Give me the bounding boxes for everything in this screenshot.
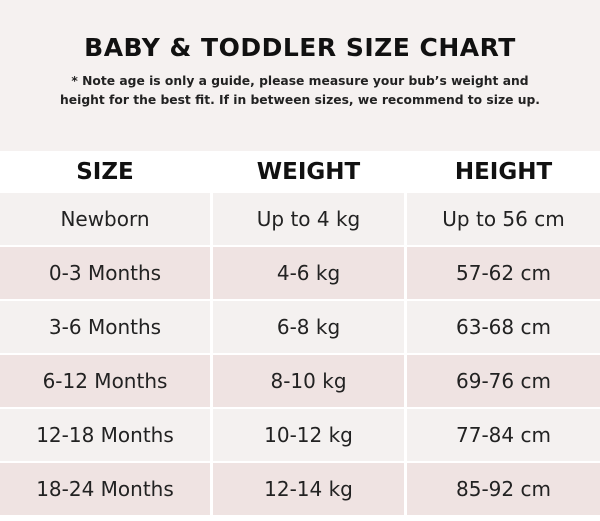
cell-height: 57-62 cm [407, 247, 600, 299]
cell-weight: Up to 4 kg [213, 193, 404, 245]
cell-height: 77-84 cm [407, 409, 600, 461]
cell-height: 63-68 cm [407, 301, 600, 353]
cell-height: 69-76 cm [407, 355, 600, 407]
cell-weight: 10-12 kg [213, 409, 404, 461]
table-row: 0-3 Months 4-6 kg 57-62 cm [0, 247, 600, 299]
cell-size: 18-24 Months [0, 463, 210, 515]
cell-size: 6-12 Months [0, 355, 210, 407]
cell-size: 12-18 Months [0, 409, 210, 461]
cell-weight: 6-8 kg [213, 301, 404, 353]
cell-weight: 4-6 kg [213, 247, 404, 299]
cell-size: 3-6 Months [0, 301, 210, 353]
header-size: SIZE [76, 159, 134, 185]
note: * Note age is only a guide, please measu… [0, 72, 600, 110]
header-height: HEIGHT [454, 159, 553, 185]
note-line-1: * Note age is only a guide, please measu… [71, 74, 529, 88]
table-row: 18-24 Months 12-14 kg 85-92 cm [0, 463, 600, 515]
cell-weight: 8-10 kg [213, 355, 404, 407]
cell-size: 0-3 Months [0, 247, 210, 299]
table-row: 3-6 Months 6-8 kg 63-68 cm [0, 301, 600, 353]
cell-height: 85-92 cm [407, 463, 600, 515]
note-line-2: height for the best fit. If in between s… [60, 93, 540, 107]
cell-height: Up to 56 cm [407, 193, 600, 245]
cell-weight: 12-14 kg [213, 463, 404, 515]
table-row: Newborn Up to 4 kg Up to 56 cm [0, 193, 600, 245]
table-row: 6-12 Months 8-10 kg 69-76 cm [0, 355, 600, 407]
cell-size: Newborn [0, 193, 210, 245]
chart-header: BABY & TODDLER SIZE CHART * Note age is … [0, 0, 600, 151]
table-row: 12-18 Months 10-12 kg 77-84 cm [0, 409, 600, 461]
page-title: BABY & TODDLER SIZE CHART [84, 33, 516, 62]
size-table: Newborn Up to 4 kg Up to 56 cm 0-3 Months 4-… [0, 193, 600, 515]
table-header: SIZE WEIGHT HEIGHT [0, 151, 600, 193]
header-weight: WEIGHT [256, 159, 361, 185]
